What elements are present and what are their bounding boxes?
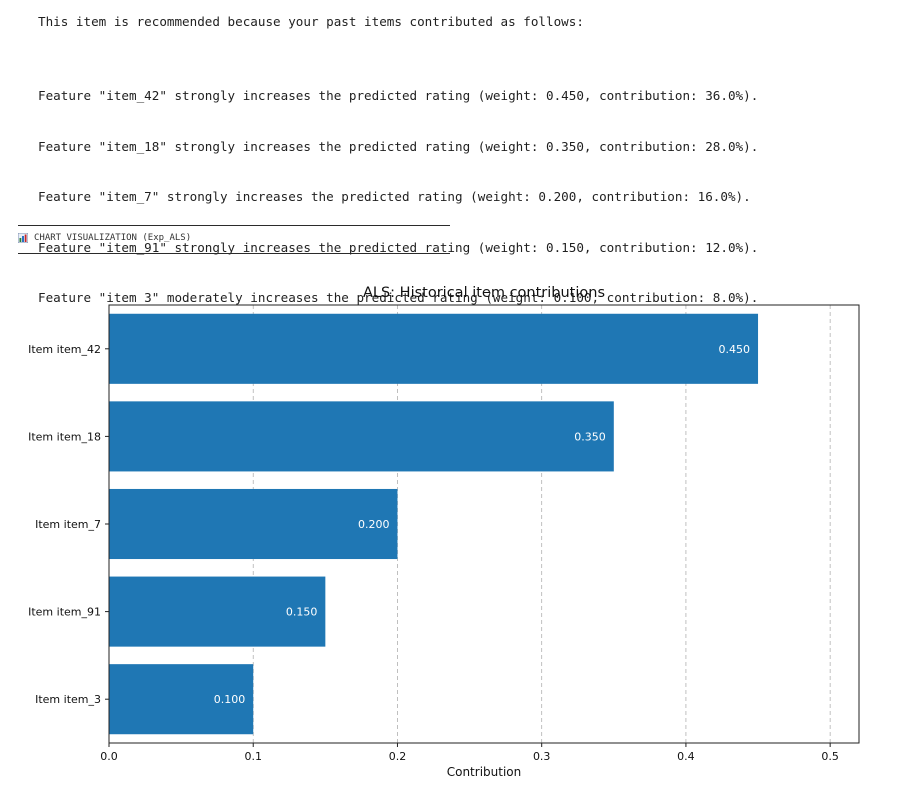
section-header: CHART VISUALIZATION (Exp_ALS): [18, 233, 191, 243]
bar-value-label: 0.150: [286, 606, 318, 619]
bar-value-label: 0.350: [574, 430, 606, 443]
x-axis-label: Contribution: [447, 765, 522, 779]
y-tick-label: Item item_18: [28, 430, 101, 443]
feature-line: Feature "item_7" strongly increases the …: [38, 189, 751, 204]
bar-chart-icon: [18, 233, 28, 243]
x-tick-label: 0.1: [244, 750, 262, 763]
contribution-bar-chart: 0.450 0.350 0.200 0.150 0.100 0.0 0.1 0.2 0.3 0.…: [28, 285, 860, 779]
feature-line: Feature "item_42" strongly increases the…: [38, 88, 759, 103]
feature-line: Feature "item_3" moderately increases th…: [38, 290, 759, 305]
explanation-intro: This item is recommended because your pa…: [38, 14, 584, 29]
y-tick-label: Item item_7: [35, 518, 101, 531]
x-tick-label: 0.4: [677, 750, 695, 763]
feature-line: Feature "item_91" strongly increases the…: [38, 239, 759, 255]
feature-list: Feature "item_42" strongly increases the…: [38, 56, 758, 324]
feature-line: Feature "item_18" strongly increases the…: [38, 138, 759, 154]
y-tick-label: Item item_42: [28, 343, 101, 356]
y-tick-label: Item item_91: [28, 606, 101, 619]
section-divider-top: [18, 225, 450, 226]
bar-value-label: 0.450: [719, 343, 751, 356]
y-tick-label: Item item_3: [35, 693, 101, 706]
x-tick-label: 0.5: [821, 750, 839, 763]
chart-title: ALS: Historical item contributions: [363, 285, 605, 301]
bar: [109, 576, 326, 647]
bar: [109, 313, 759, 384]
x-tick-label: 0.0: [100, 750, 118, 763]
x-tick-label: 0.3: [533, 750, 551, 763]
section-title: CHART VISUALIZATION (Exp_ALS): [34, 233, 192, 243]
bar-value-label: 0.100: [214, 693, 246, 706]
x-tick-label: 0.2: [389, 750, 407, 763]
bar-value-label: 0.200: [358, 518, 390, 531]
section-divider-bottom: [18, 253, 450, 254]
bar: [109, 488, 398, 560]
bar: [109, 664, 254, 735]
bar: [109, 401, 614, 472]
